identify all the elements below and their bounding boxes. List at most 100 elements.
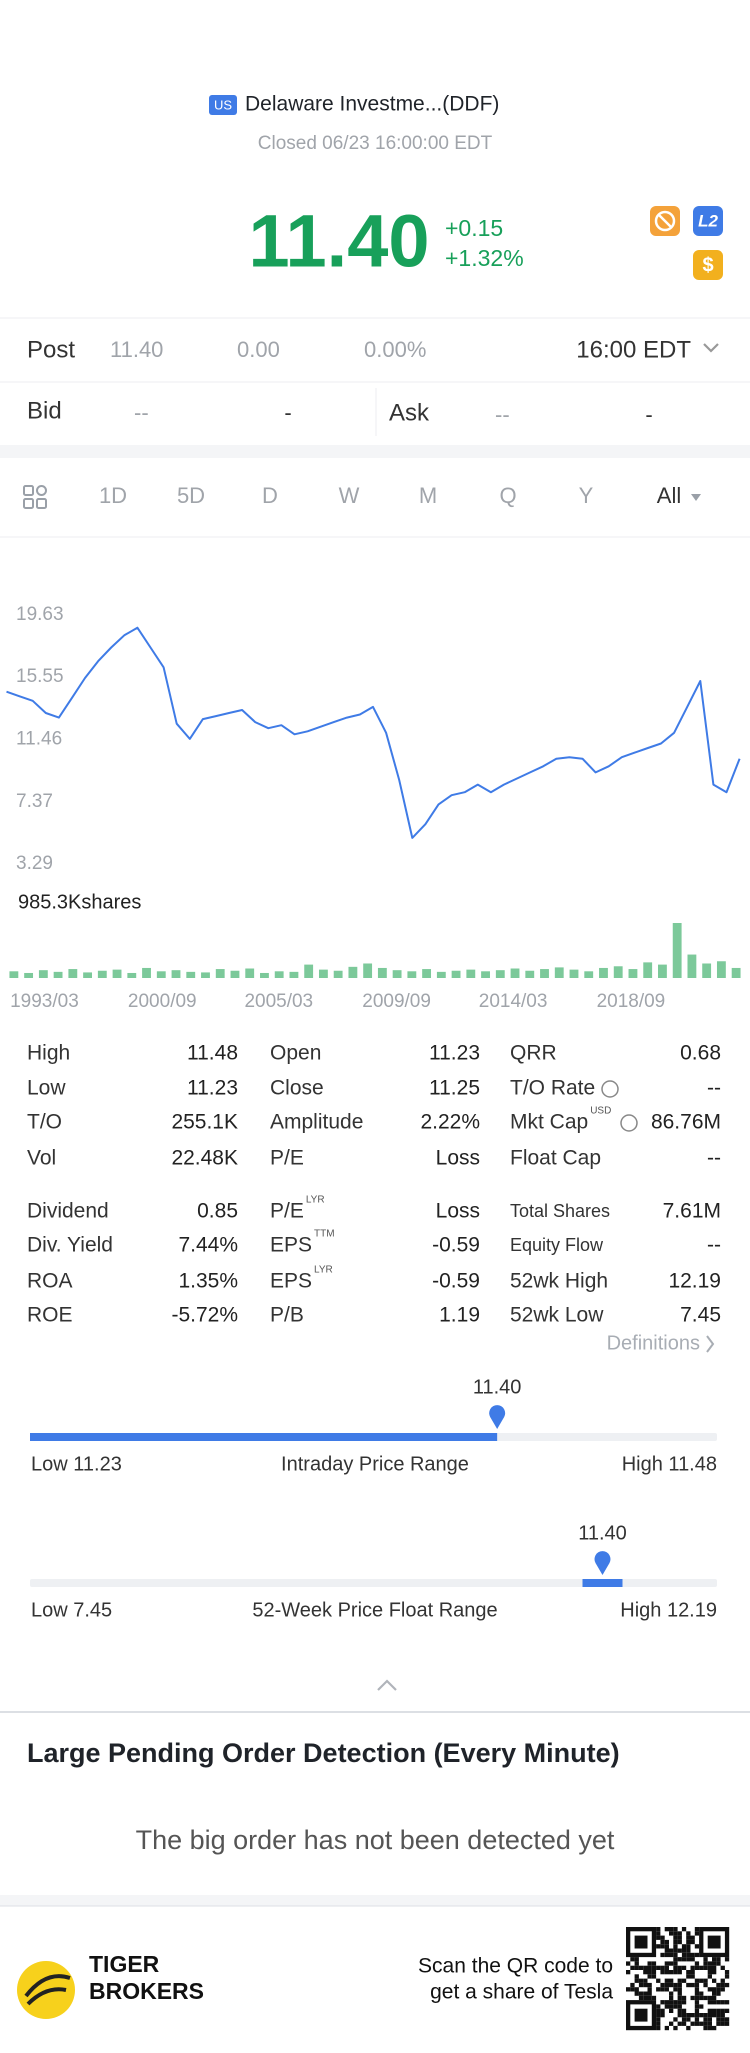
- y-tick-label: 15.55: [16, 666, 64, 687]
- qr-module: [677, 1991, 682, 1996]
- timeframe-tab[interactable]: 1D: [99, 483, 127, 508]
- timeframe-tab[interactable]: 5D: [177, 483, 205, 508]
- qr-module: [681, 2017, 687, 2022]
- qr-module: [634, 1961, 639, 1966]
- qr-module: [712, 2025, 717, 2031]
- volume-bar: [318, 969, 328, 978]
- qr-module: [673, 1927, 678, 1932]
- qr-module: [673, 1987, 678, 1992]
- qr-module: [664, 1982, 669, 1988]
- qr-module: [686, 2013, 691, 2018]
- qr-code[interactable]: [626, 1927, 730, 2031]
- qr-module: [716, 1957, 721, 1962]
- qr-module: [681, 1995, 687, 2001]
- volume-bar: [333, 970, 343, 978]
- post-label: Post: [27, 336, 75, 363]
- badge-text: L2: [698, 211, 718, 230]
- timeframe-tab[interactable]: D: [262, 483, 278, 508]
- qr-module: [660, 1935, 665, 1940]
- stat-label: Low: [27, 1077, 66, 1100]
- qr-module: [677, 1978, 682, 1983]
- qr-module: [686, 1931, 691, 1936]
- promo-text: get a share of Tesla: [430, 1981, 613, 2004]
- volume-bar: [215, 969, 225, 978]
- stat-value: 2.22%: [420, 1111, 480, 1134]
- stat-value: -5.72%: [171, 1304, 238, 1327]
- market-badge: [209, 95, 237, 115]
- qr-module: [673, 1939, 678, 1945]
- stock-name: Delaware Investme...(DDF): [245, 93, 499, 116]
- badge-l2[interactable]: [693, 206, 723, 236]
- stat-value: --: [707, 1147, 721, 1170]
- qr-module: [677, 1982, 682, 1988]
- range-low: Low 7.45: [31, 1599, 112, 1621]
- qr-module: [712, 2013, 717, 2018]
- qr-module: [669, 2021, 674, 2026]
- stat-label: Div. Yield: [27, 1234, 113, 1257]
- qr-module: [681, 2021, 687, 2026]
- y-tick-label: 3.29: [16, 853, 53, 874]
- info-icon[interactable]: [620, 1114, 638, 1132]
- qr-module: [712, 2008, 717, 2013]
- chevron[interactable]: [706, 1335, 715, 1353]
- volume-bar: [156, 971, 166, 978]
- volume-bar: [584, 971, 594, 978]
- timeframe-tab[interactable]: Y: [579, 483, 594, 508]
- timeframe-tab[interactable]: W: [339, 483, 360, 508]
- stat-label: T/O Rate: [510, 1077, 595, 1100]
- qr-module: [686, 1952, 691, 1958]
- qr-module: [716, 2017, 721, 2022]
- qr-module: [643, 1995, 648, 2001]
- qr-module: [669, 1952, 674, 1958]
- stat-label: Total Shares: [510, 1201, 610, 1221]
- qr-module: [712, 1957, 717, 1962]
- last-price: 11.40: [248, 200, 429, 283]
- tab-dropdown[interactable]: [691, 494, 701, 501]
- stat-label: Mkt Cap: [510, 1111, 588, 1134]
- volume-bar: [38, 970, 48, 978]
- badge-dollar[interactable]: [693, 250, 723, 280]
- qr-module: [707, 2021, 712, 2026]
- qr-module: [638, 1995, 644, 2001]
- qr-module: [664, 1939, 669, 1945]
- stat-value: Loss: [436, 1200, 480, 1223]
- qr-module: [677, 2008, 682, 2013]
- volume-bar: [348, 966, 358, 978]
- qr-module: [647, 1991, 652, 1996]
- qr-module: [673, 1965, 678, 1970]
- stat-value: 11.23: [429, 1042, 480, 1065]
- qr-module: [673, 1952, 678, 1958]
- layout-icon[interactable]: [23, 485, 47, 509]
- qr-module: [716, 2013, 721, 2018]
- stat-label: QRR: [510, 1042, 557, 1065]
- qr-module: [664, 1961, 669, 1966]
- qr-module: [707, 2000, 712, 2005]
- definitions-link[interactable]: Definitions: [607, 1332, 700, 1354]
- qr-module: [656, 2017, 661, 2022]
- qr-module: [656, 1944, 661, 1949]
- qr-module: [712, 1991, 717, 1996]
- qr-module: [673, 1935, 678, 1940]
- qr-module: [681, 2013, 687, 2018]
- collapse-chevron[interactable]: [377, 1679, 397, 1691]
- qr-module: [664, 2004, 669, 2009]
- qr-module: [656, 2008, 661, 2013]
- info-icon[interactable]: [601, 1080, 619, 1098]
- timeframe-tab[interactable]: All: [657, 483, 681, 508]
- dropdown-chevron[interactable]: [703, 343, 719, 353]
- qr-module: [707, 1965, 712, 1970]
- qr-module: [669, 1982, 674, 1988]
- qr-module: [720, 1965, 725, 1970]
- timeframe-tab[interactable]: M: [419, 483, 437, 508]
- range-marker: [489, 1405, 506, 1429]
- range-value: 11.40: [578, 1522, 627, 1544]
- volume-bar: [495, 970, 505, 978]
- x-tick-label: 2005/03: [244, 991, 313, 1012]
- volume-bar: [24, 972, 34, 978]
- timeframe-tab[interactable]: Q: [499, 483, 516, 508]
- qr-module: [694, 1965, 700, 1970]
- qr-module: [724, 1970, 730, 1975]
- qr-module: [694, 2004, 700, 2009]
- stat-label: Vol: [27, 1147, 56, 1170]
- stat-label-sup: TTM: [314, 1229, 335, 1240]
